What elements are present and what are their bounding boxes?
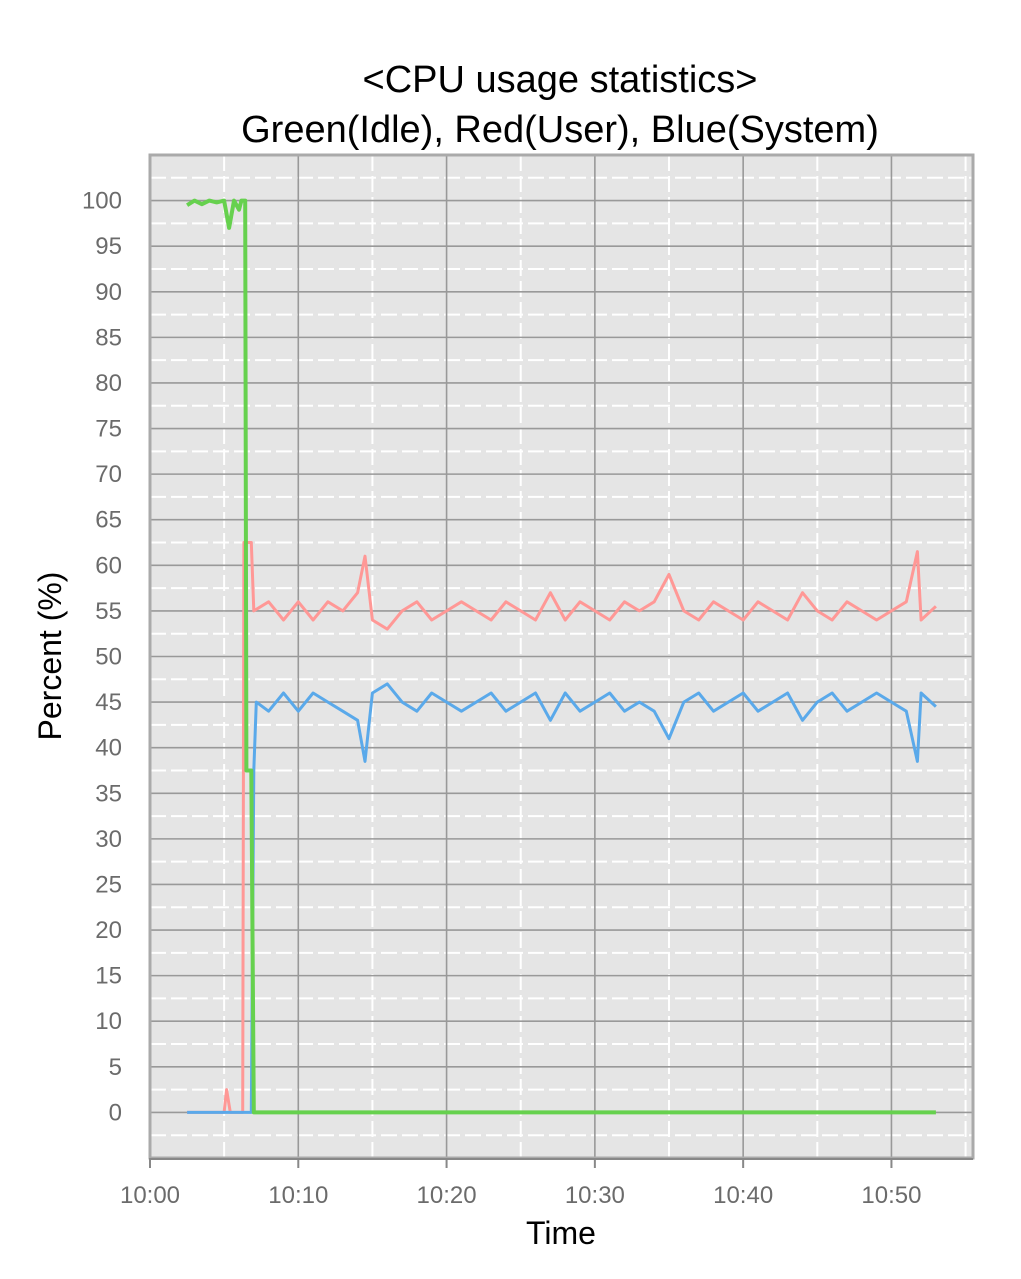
x-axis-title: Time [526, 1215, 596, 1251]
y-tick-label: 40 [95, 735, 122, 762]
y-tick-label: 90 [95, 279, 122, 306]
series-line-user [187, 541, 937, 1114]
y-tick-label: 10 [95, 1008, 122, 1035]
x-tick-label: 10:20 [417, 1182, 477, 1209]
x-axis [149, 1158, 973, 1168]
y-tick-label: 95 [95, 233, 122, 260]
y-tick-label: 55 [95, 598, 122, 625]
y-tick-label: 85 [95, 324, 122, 351]
y-tick-label: 100 [82, 188, 122, 215]
series-line-system [187, 682, 937, 1114]
x-tick-label: 10:10 [268, 1182, 328, 1209]
x-tick-label: 10:40 [713, 1182, 773, 1209]
y-tick-label: 45 [95, 689, 122, 716]
y-tick-label: 70 [95, 461, 122, 488]
chart-title: <CPU usage statistics> [363, 59, 758, 101]
minor-gridlines [150, 155, 973, 1158]
y-axis-title: Percent (%) [32, 572, 68, 741]
major-gridlines [150, 155, 973, 1158]
y-tick-label: 0 [109, 1099, 122, 1126]
y-tick-label: 5 [109, 1054, 122, 1081]
y-tick-label: 60 [95, 552, 122, 579]
y-tick-label: 30 [95, 826, 122, 853]
series-lines [186, 198, 937, 1115]
y-tick-label: 25 [95, 871, 122, 898]
y-axis-tick-labels: 0 5 10 15 20 25 30 35 40 45 50 55 60 65 70 75 80 85 90 95 10… [82, 188, 122, 1127]
y-tick-label: 75 [95, 416, 122, 443]
series-line-idle [186, 198, 936, 1115]
x-axis-tick-labels: 10:00 10:10 10:20 10:30 10:40 10:50 [120, 1182, 922, 1209]
x-tick-label: 10:30 [565, 1182, 625, 1209]
x-tick-label: 10:50 [861, 1182, 921, 1209]
y-tick-label: 50 [95, 644, 122, 671]
y-tick-label: 65 [95, 507, 122, 534]
x-tick-label: 10:00 [120, 1182, 180, 1209]
chart-subtitle: Green(Idle), Red(User), Blue(System) [241, 109, 879, 151]
y-tick-label: 80 [95, 370, 122, 397]
y-tick-label: 35 [95, 780, 122, 807]
y-tick-label: 20 [95, 917, 122, 944]
y-tick-label: 15 [95, 963, 122, 990]
